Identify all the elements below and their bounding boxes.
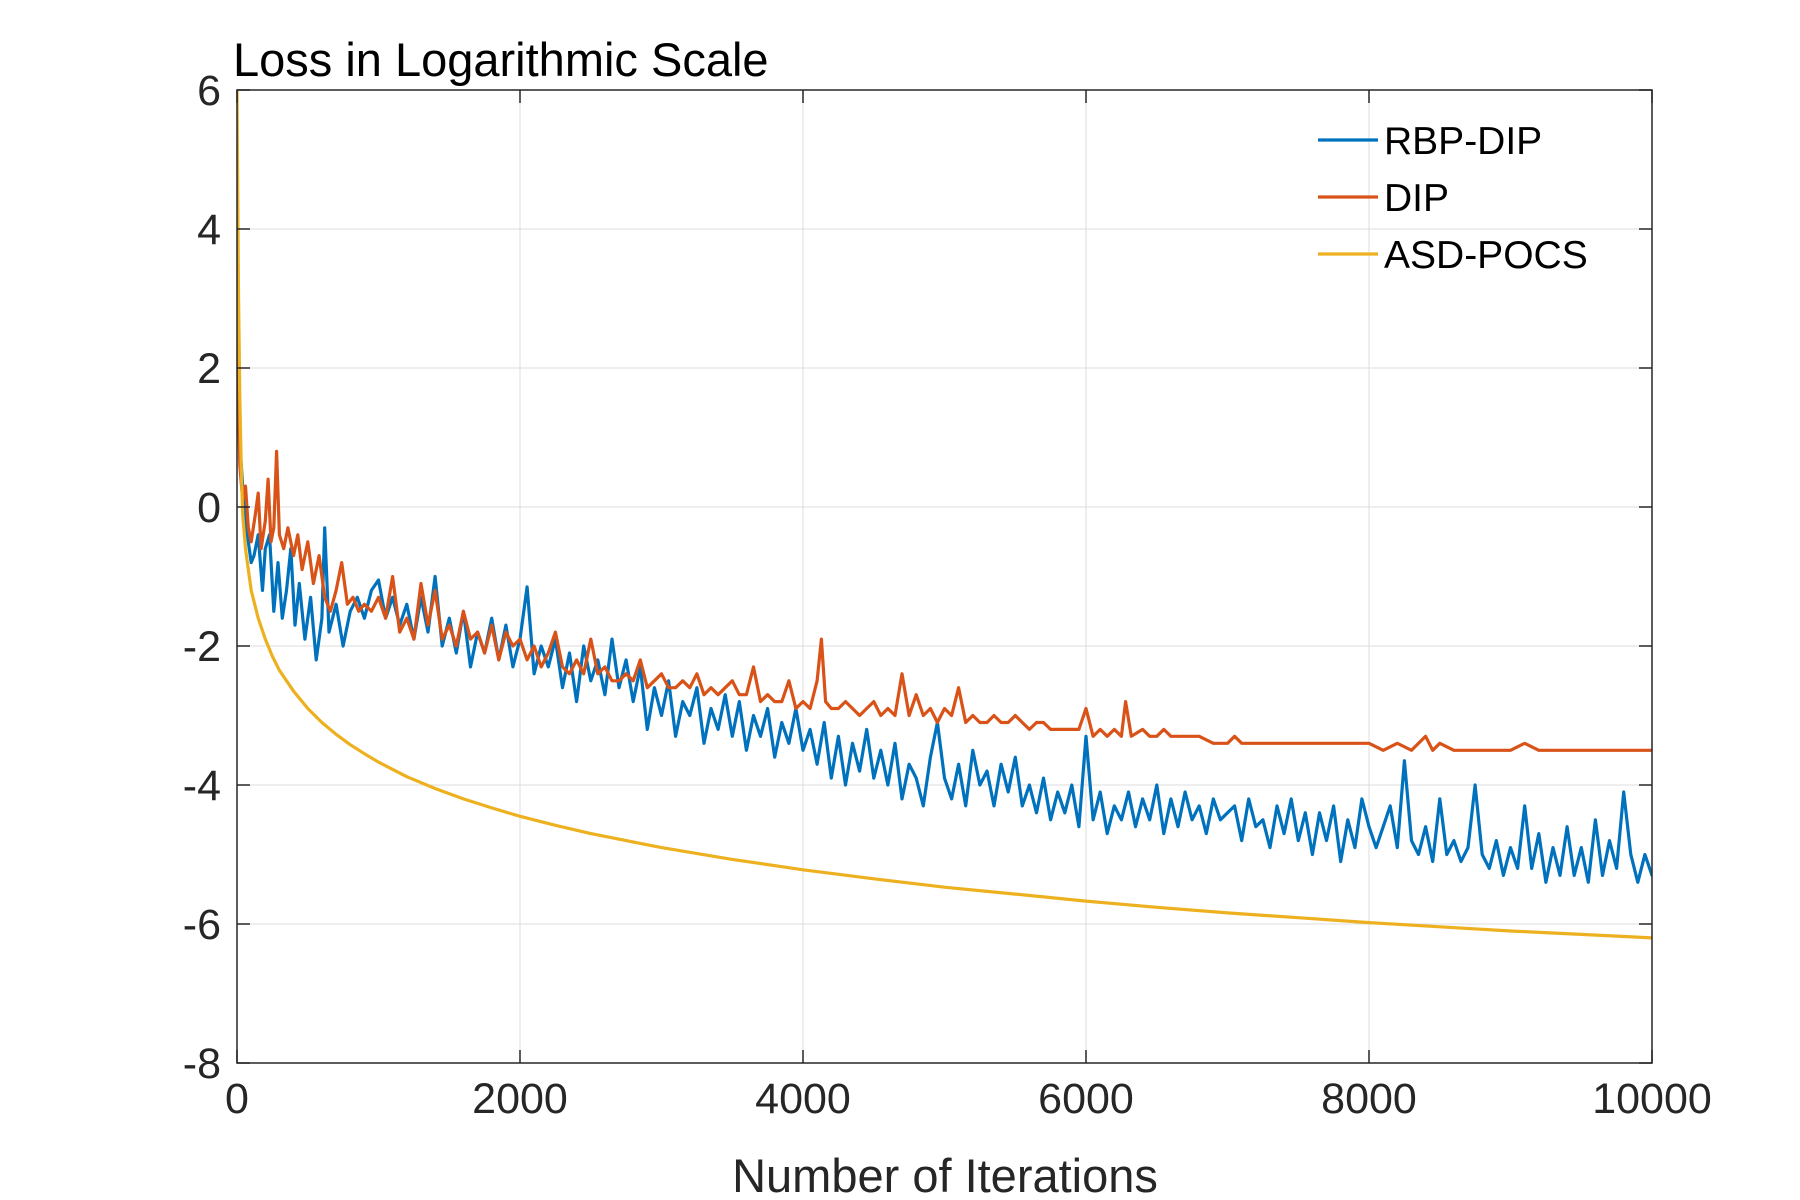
y-tick-label: -4 <box>183 762 221 810</box>
series-line-asd-pocs <box>237 90 1652 940</box>
x-tick-label: 8000 <box>1321 1075 1417 1123</box>
legend: RBP-DIP DIP ASD-POCS <box>1318 120 1588 277</box>
y-tick-label: 2 <box>197 345 221 393</box>
x-tick-label: 2000 <box>472 1075 568 1123</box>
x-tick-label: 4000 <box>755 1075 851 1123</box>
y-tick-label: -2 <box>183 623 221 671</box>
legend-label-dip: DIP <box>1384 177 1449 220</box>
axes-box <box>236 89 1653 1064</box>
series-line-dip <box>237 227 1652 752</box>
series-line-rbp-dip <box>237 206 1652 884</box>
x-tick-label: 10000 <box>1592 1075 1712 1123</box>
x-tick-label: 0 <box>225 1075 249 1123</box>
series-group <box>237 90 1652 940</box>
legend-label-asd-pocs: ASD-POCS <box>1384 234 1588 277</box>
plot-area <box>237 90 1652 1063</box>
x-axis-label: Number of Iterations <box>732 1149 1158 1200</box>
y-tick-label: 6 <box>197 67 221 115</box>
x-tick-label: 6000 <box>1038 1075 1134 1123</box>
y-tick-label: 4 <box>197 206 221 254</box>
y-tick-label: -6 <box>183 901 221 949</box>
chart-title: Loss in Logarithmic Scale <box>233 33 769 86</box>
y-tick-label: -8 <box>183 1040 221 1088</box>
legend-label-rbp-dip: RBP-DIP <box>1384 120 1542 163</box>
axis-ticks: 0 2000 4000 6000 8000 10000 -8 -6 -4 -2 0 2 4 6 <box>183 67 1712 1123</box>
y-tick-label: 0 <box>197 484 221 532</box>
